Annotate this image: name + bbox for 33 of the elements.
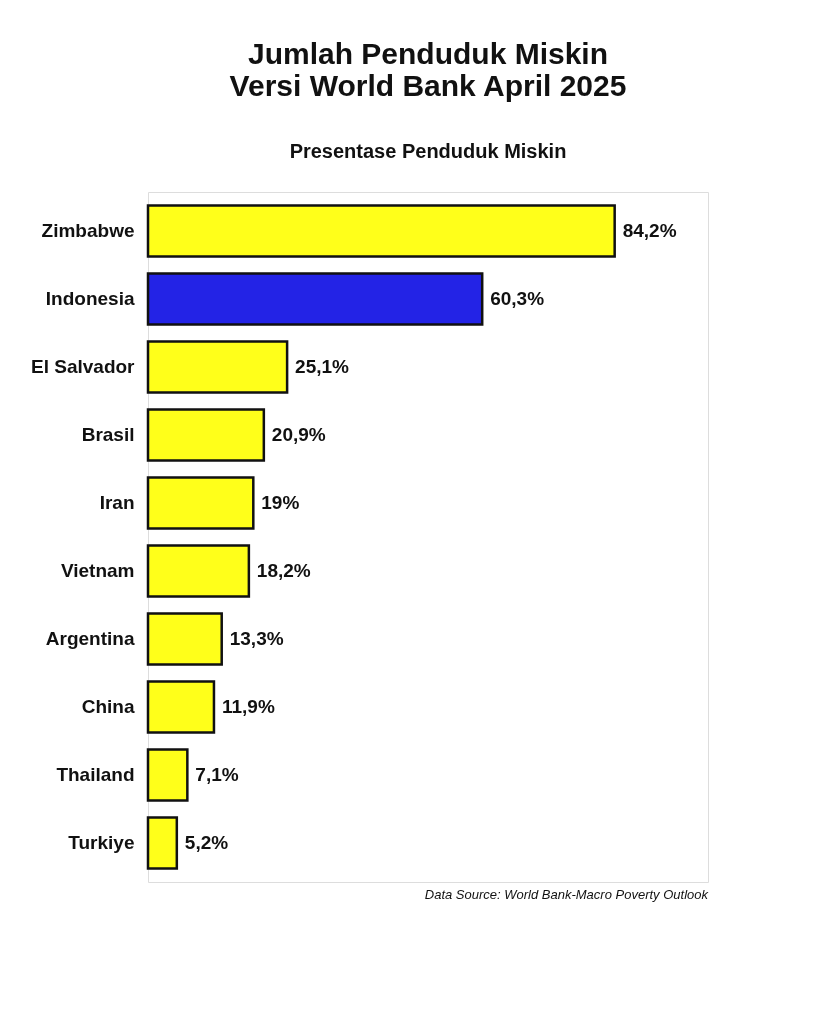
bar [146, 680, 216, 734]
bar [146, 816, 179, 870]
bar [146, 612, 223, 666]
y-tick-label: Vietnam [60, 559, 135, 581]
source-note: Data Source: World Bank-Macro Poverty Outlook [424, 887, 710, 902]
data-label: 20,9% [271, 424, 326, 446]
y-tick-label: Iran [99, 492, 135, 514]
data-label: 11,9% [221, 695, 275, 717]
chart-title: Jumlah Penduduk Miskin Versi World Bank April 2025 [229, 37, 627, 102]
bar [146, 204, 616, 258]
bar [146, 544, 251, 598]
y-tick-label: Zimbabwe [41, 220, 135, 242]
bar [146, 408, 266, 462]
y-tick-label: Turkiye [68, 831, 135, 853]
y-tick-label: Indonesia [45, 288, 135, 310]
data-label: 7,1% [195, 763, 239, 785]
y-tick-label: El Salvador [31, 356, 136, 378]
data-label: 84,2% [622, 220, 677, 242]
y-tick-label: Argentina [45, 627, 135, 649]
data-label: 25,1% [295, 356, 350, 378]
y-tick-label: Brasil [81, 424, 135, 446]
data-label: 19% [261, 492, 300, 514]
chart-subtitle: Presentase Penduduk Miskin [289, 140, 567, 162]
bar [146, 476, 255, 530]
data-label: 5,2% [184, 831, 229, 853]
y-tick-label: China [81, 695, 135, 717]
data-label: 13,3% [229, 627, 284, 649]
bar [146, 340, 289, 394]
data-label: 18,2% [256, 559, 311, 581]
bar [146, 272, 484, 326]
y-tick-label: Thailand [56, 763, 135, 785]
data-label: 60,3% [490, 288, 545, 310]
bar [146, 748, 189, 802]
